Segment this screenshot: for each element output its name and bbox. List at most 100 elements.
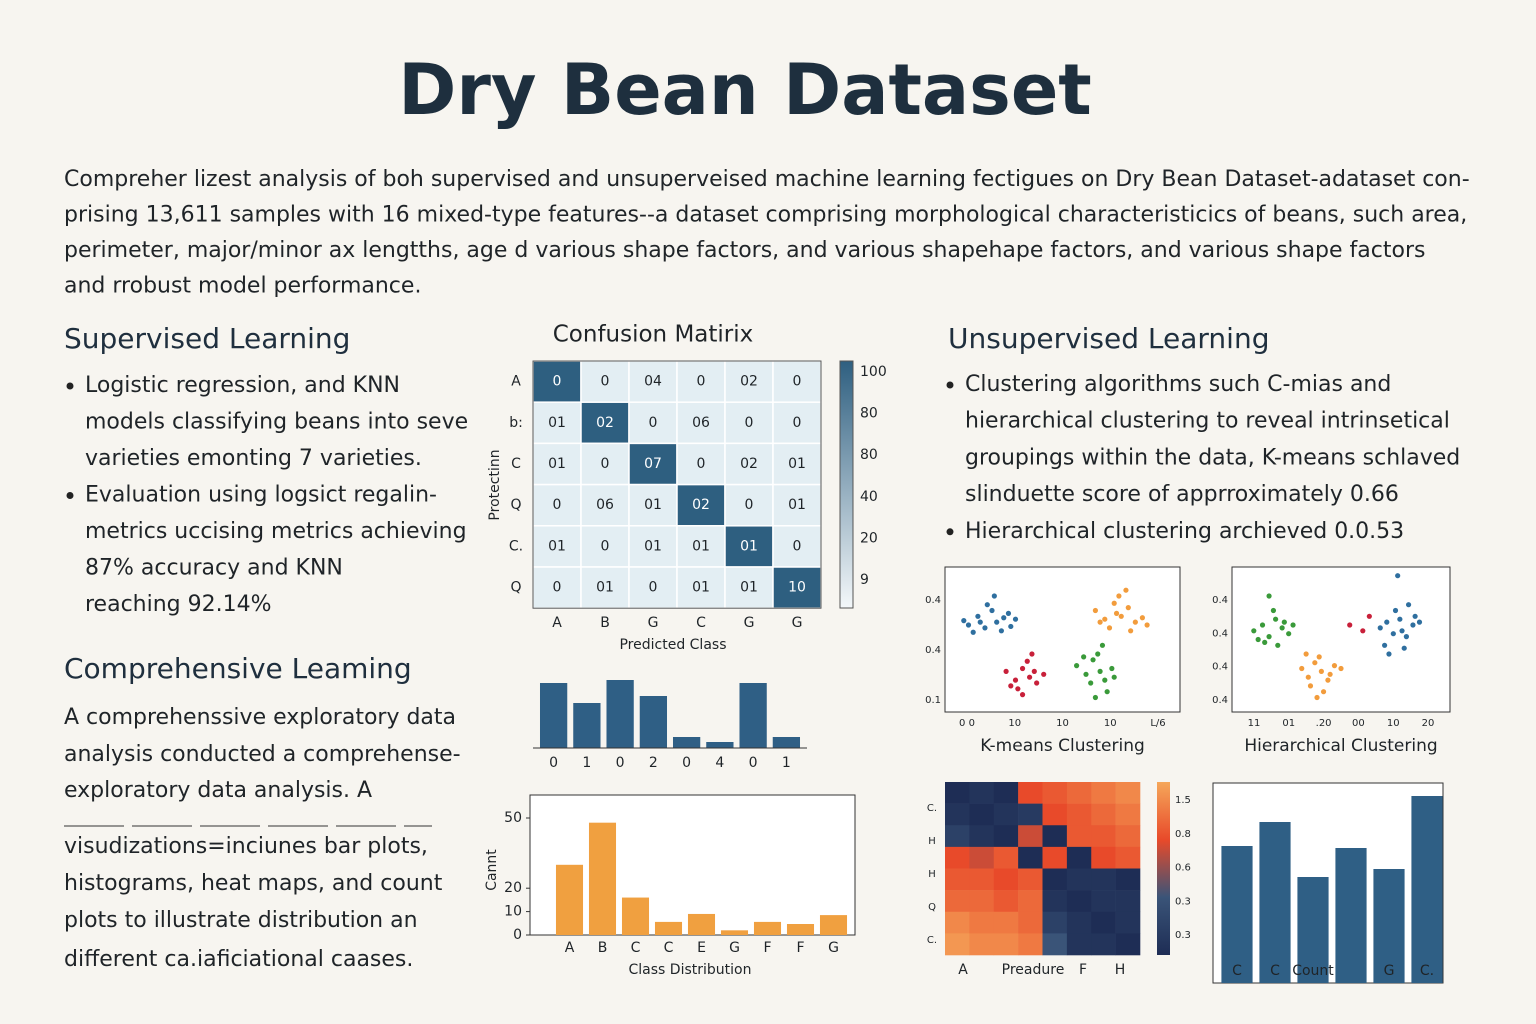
x-tick-label: 10 — [1056, 718, 1069, 729]
section-heading: Supervised Learning — [64, 322, 350, 355]
point — [1083, 671, 1089, 677]
point — [1015, 686, 1021, 692]
point — [1395, 573, 1401, 579]
point — [1401, 645, 1407, 651]
cell-label: 0 — [793, 415, 802, 431]
point — [1074, 663, 1080, 669]
x-axis-label: Class Distribution — [629, 962, 752, 978]
point — [1360, 628, 1366, 634]
heat-cell — [1066, 825, 1092, 848]
row-label: Q — [510, 497, 521, 513]
heat-cell — [1115, 868, 1141, 891]
heat-cell — [1115, 825, 1141, 848]
bullet-dot — [66, 492, 74, 499]
col-label: G — [744, 615, 755, 631]
colorbar-label: 0.3 — [1175, 930, 1191, 941]
bar — [672, 737, 701, 748]
point — [1410, 622, 1416, 628]
heat-cell — [1042, 911, 1068, 934]
cell-label: 0 — [649, 415, 658, 431]
x-tick-label: 2 — [649, 755, 658, 771]
cell-label: 01 — [644, 497, 662, 513]
heat-cell — [1115, 890, 1141, 913]
point — [1019, 692, 1026, 698]
point — [1403, 634, 1409, 640]
point — [1266, 593, 1272, 599]
point — [1399, 628, 1405, 634]
cell-label: 0 — [793, 374, 802, 390]
y-tick-label: 0.4 — [1212, 595, 1228, 606]
colorbar-label: 0.8 — [1175, 829, 1191, 840]
matrix-cell — [532, 360, 582, 403]
matrix-cell — [628, 442, 678, 486]
x-tick-label: 1 — [782, 755, 791, 771]
point — [1099, 642, 1106, 648]
x-tick-label: F — [796, 940, 804, 956]
x-tick-label: B — [598, 940, 608, 956]
matrix-cell — [580, 360, 630, 403]
cell-label: 0 — [601, 538, 610, 554]
point — [1331, 663, 1338, 669]
colorbar-label: 1.5 — [1175, 795, 1191, 806]
point — [1405, 602, 1412, 608]
heat-cell — [1042, 933, 1068, 956]
point — [1008, 623, 1014, 630]
cell-label: 07 — [644, 456, 662, 472]
point — [1109, 665, 1115, 672]
paragraph-line: visudizations=inciunes bar plots, — [64, 834, 428, 859]
row-label: C. — [927, 935, 937, 946]
y-tick-label: 0.1 — [925, 695, 941, 706]
bar — [1221, 846, 1253, 983]
x-tick-label: F — [763, 940, 771, 956]
bar — [739, 683, 767, 748]
x-tick-label: C — [1232, 963, 1242, 979]
heat-cell — [1018, 868, 1043, 891]
x-tick-label: A — [565, 940, 575, 956]
x-tick-label: 10 — [1008, 718, 1021, 729]
point — [1012, 616, 1019, 622]
cell-label: 10 — [788, 580, 806, 596]
heat-cell — [1091, 803, 1116, 826]
matrix-frame — [532, 360, 822, 609]
cell-label: 01 — [548, 456, 566, 472]
point — [1327, 671, 1333, 677]
point — [1123, 587, 1129, 593]
point — [1384, 619, 1390, 625]
heat-cell — [993, 846, 1019, 869]
y-tick-label: 0.4 — [925, 645, 941, 656]
colorbar-label: 100 — [860, 364, 887, 380]
heat-cell — [1066, 803, 1092, 826]
point — [1092, 694, 1098, 701]
heat-cell — [1066, 846, 1092, 869]
cell-label: 06 — [692, 415, 710, 431]
point — [1290, 622, 1296, 628]
cell-label: 01 — [692, 538, 710, 554]
colorbar-label: 20 — [860, 530, 878, 546]
row-label: C. — [509, 538, 523, 554]
bar — [621, 897, 650, 935]
bar — [555, 864, 584, 935]
point — [1279, 625, 1285, 631]
x-tick-label: 4 — [715, 755, 724, 771]
point — [970, 629, 976, 635]
paragraph-line: different ca.iaficiational caases. — [64, 947, 413, 972]
point — [1008, 683, 1014, 689]
y-tick-label: 0.4 — [925, 595, 941, 606]
intro-line: perimeter, major/minor ax lengtths, age … — [64, 238, 1425, 263]
x-axis-label: Predicted Class — [619, 637, 726, 653]
heat-cell — [969, 868, 995, 891]
point — [1266, 634, 1272, 640]
bullet-text: models classifying beans into seve — [85, 410, 468, 435]
point — [1305, 674, 1311, 680]
bar — [639, 696, 668, 748]
row-label: C — [511, 456, 521, 472]
cell-label: 01 — [548, 415, 566, 431]
colorbar-label: 40 — [860, 489, 878, 505]
bullet-text: 87% accuracy and KNN — [85, 556, 343, 581]
bar — [1335, 848, 1367, 983]
point — [1041, 671, 1047, 677]
point — [1003, 668, 1009, 675]
heat-cell — [1042, 868, 1068, 891]
heat-cell — [1042, 803, 1068, 826]
